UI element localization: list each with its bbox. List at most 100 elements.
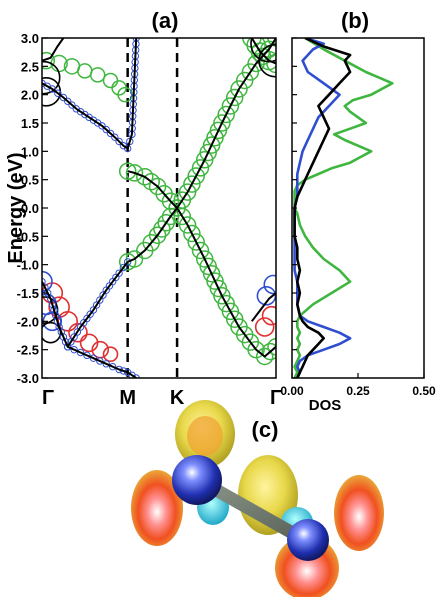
weight-circle-small (123, 258, 132, 266)
dos-axes: 0.00 0.25 0.50 (280, 37, 436, 398)
orbital-isosurface (131, 400, 384, 597)
weight-circle-green (125, 164, 144, 182)
kpath-tick-label: Γ (270, 387, 282, 409)
band-line-dispersive-upper (42, 38, 138, 150)
band-structure-axes: 3.0 2.5 2.0 1.5 1.0 0.5 0.0 -0.5 -1.0 -1.5 -2.0 -2.… (17, 31, 282, 409)
weight-circle-small (96, 357, 104, 365)
energy-tick-label: 0.5 (21, 173, 39, 188)
energy-tick-label: 3.0 (21, 31, 39, 46)
weight-circle-small (102, 125, 110, 134)
band-line-gamma-upper-left (42, 38, 65, 62)
energy-tick-label: -2.0 (17, 314, 39, 329)
weight-circle-small (63, 343, 72, 351)
band-structure-marks (42, 38, 276, 378)
energy-tick-label: -1.5 (17, 286, 39, 301)
weight-circle-green (187, 167, 205, 185)
energy-tick-label: -2.5 (17, 343, 39, 358)
weight-circle-green (173, 207, 192, 226)
weight-circle-green (230, 80, 248, 98)
kpath-tick-label: M (119, 387, 136, 409)
weight-circle-small (76, 348, 85, 357)
weight-circle-green (142, 172, 160, 191)
weight-circle-green (261, 342, 276, 361)
energy-tick-label: 2.0 (21, 88, 39, 103)
weight-circle-red (102, 346, 119, 363)
weight-circle-black (42, 321, 62, 344)
weight-circle-green (183, 175, 201, 193)
weight-circle-green (225, 88, 244, 107)
weight-circle-green (178, 183, 197, 201)
band-line-gamma-upper-right (250, 38, 276, 65)
weight-circle-green (157, 213, 175, 232)
energy-tick-label: -0.5 (17, 229, 39, 244)
panel-c-label: (c) (252, 417, 279, 442)
panel-a-label: (a) (152, 8, 179, 33)
atomic-bond (195, 475, 312, 547)
weight-circle-green (221, 97, 240, 115)
weight-circle-small (59, 333, 68, 341)
weight-circle-black (42, 60, 61, 95)
atom-right (287, 519, 329, 561)
dos-series-1 (293, 38, 352, 378)
weight-circle-small (70, 345, 78, 354)
weight-circle-small (102, 360, 110, 368)
dos-panel: 0.00 0.25 0.50 DOS (280, 37, 436, 414)
energy-tick-label: 0.0 (21, 201, 39, 216)
weight-circle-small (119, 263, 128, 272)
band-line-gamma-right-lower (251, 292, 276, 322)
weight-circle-green (267, 338, 276, 356)
weight-circle-small (115, 137, 123, 146)
weight-circle-green (102, 72, 119, 89)
weight-circle-small (89, 354, 98, 362)
weight-circle-small (42, 277, 46, 286)
isosurface-lobe-left (131, 470, 183, 546)
weight-circle-green (187, 233, 205, 251)
weight-circle-blue (263, 274, 276, 295)
weight-circle-small (83, 351, 91, 360)
weight-circle-red (68, 322, 88, 343)
dos-marks (293, 38, 394, 378)
weight-circle-green (77, 63, 93, 79)
weight-circle-green (241, 63, 260, 81)
weight-circle-green (178, 216, 197, 234)
dos-series-2 (293, 38, 352, 378)
weight-circle-green (136, 168, 154, 186)
weight-circle-small (42, 283, 49, 292)
weight-circle-green (118, 162, 137, 180)
isosurface-lobe-right (334, 475, 384, 551)
isosurface-lobe-top-inner (187, 416, 223, 456)
weight-circle-small (115, 269, 123, 277)
energy-tick-label: 1.0 (21, 144, 39, 159)
weight-circle-green (266, 53, 276, 74)
weight-circle-small (98, 122, 106, 130)
energy-tick-label: -3.0 (17, 371, 39, 386)
weight-circle-small (57, 328, 65, 336)
weight-circle-red (261, 305, 276, 326)
weight-circle-small (108, 362, 117, 371)
band-line-cone-lower (127, 207, 276, 358)
panel-b-label: (b) (341, 8, 369, 33)
weight-circle-green (42, 51, 56, 70)
energy-tick-label: -1.0 (17, 258, 39, 273)
energy-axis-label: Energy (eV) (5, 152, 27, 263)
weight-circle-black (42, 77, 62, 107)
dos-axis-label: DOS (309, 397, 342, 414)
weight-circle-green (217, 105, 235, 124)
band-line-bottom-branch (67, 345, 137, 378)
band-line-dispersive-lower (42, 261, 129, 348)
weight-circle-green (89, 67, 106, 83)
weight-circle-small (106, 129, 115, 138)
dos-frame (291, 37, 425, 379)
energy-tick-label: 1.5 (21, 116, 39, 131)
dos-series-0 (293, 38, 394, 378)
weight-circle-small (48, 85, 56, 93)
weight-circle-small (68, 101, 76, 109)
weight-circle-red (254, 317, 275, 337)
weight-circle-green (148, 226, 167, 244)
weight-circle-green (191, 241, 210, 260)
atom-left (172, 455, 222, 505)
dos-tick-label: 0.00 (280, 384, 304, 398)
weight-circle-green (191, 159, 210, 177)
band-structure-panel: 3.0 2.5 2.0 1.5 1.0 0.5 0.0 -0.5 -1.0 -1.5 -2.0 -2.… (5, 31, 282, 409)
